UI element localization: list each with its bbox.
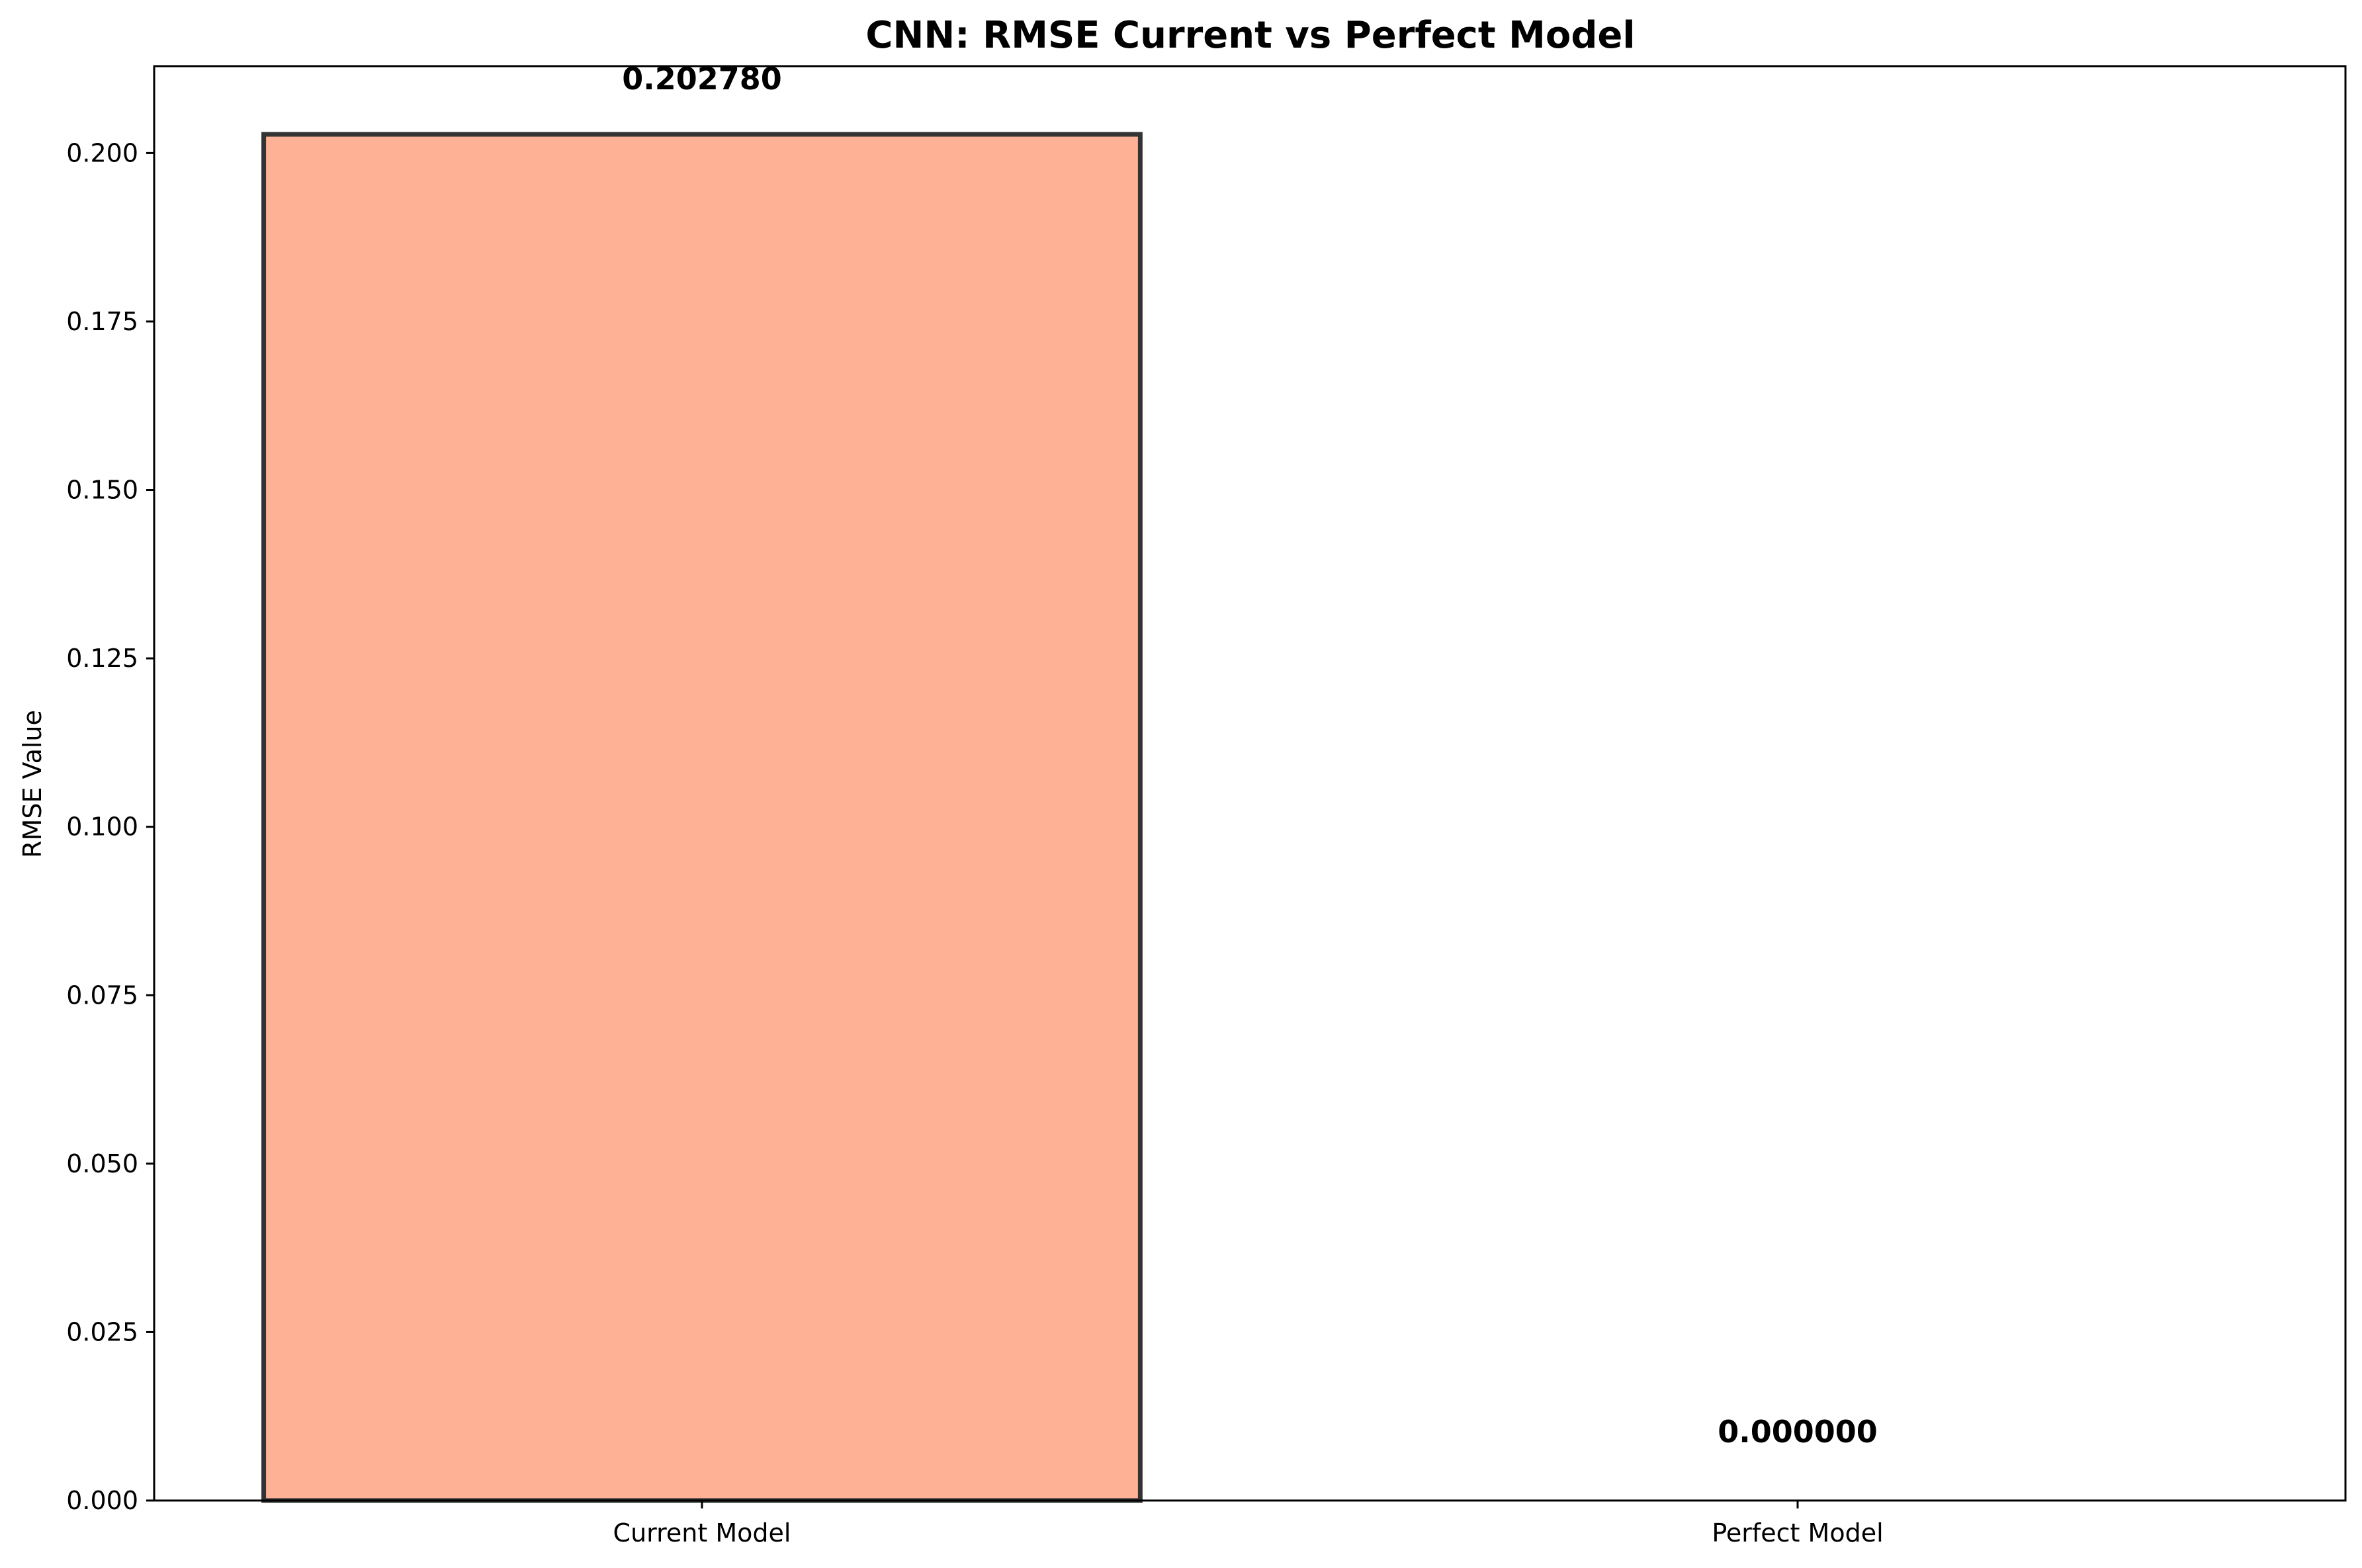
plot-frame — [153, 65, 2347, 1502]
y-tick-label: 0.200 — [66, 138, 138, 167]
chart-title: CNN: RMSE Current vs Perfect Model — [865, 14, 1635, 57]
x-tick-label: Perfect Model — [1712, 1518, 1883, 1547]
bar-value-label: 0.000000 — [1718, 1414, 1878, 1450]
y-tick-label: 0.050 — [66, 1149, 138, 1178]
y-tick-label: 0.125 — [66, 644, 138, 673]
x-tick-label: Current Model — [613, 1518, 791, 1547]
bar-current-model — [261, 132, 1143, 1503]
y-tick-label: 0.100 — [66, 812, 138, 842]
plot-area: 0.2027800.0000000.0000.0250.0500.0750.10… — [66, 61, 2347, 1547]
y-axis-label: RMSE Value — [18, 710, 47, 858]
y-tick-label: 0.175 — [66, 307, 138, 336]
y-tick-label: 0.000 — [66, 1486, 138, 1515]
y-tick-label: 0.150 — [66, 476, 138, 505]
y-tick-label: 0.075 — [66, 980, 138, 1010]
y-tick-label: 0.025 — [66, 1317, 138, 1346]
